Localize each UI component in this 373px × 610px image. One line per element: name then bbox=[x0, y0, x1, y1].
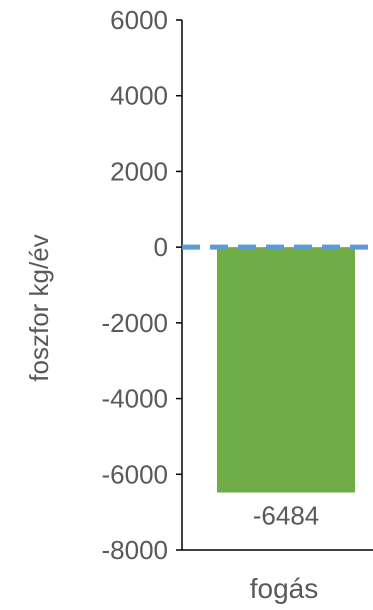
y-ticks: 6000 4000 2000 0 -2000 -4000 -6000 -8000 bbox=[102, 5, 182, 565]
y-tick-label: -6000 bbox=[102, 459, 169, 489]
data-label-box bbox=[213, 492, 359, 535]
y-tick-label: -2000 bbox=[102, 308, 169, 338]
category-labels: fogás bbox=[250, 573, 319, 604]
category-label: fogás bbox=[250, 573, 319, 604]
y-axis-title: foszfor kg/év bbox=[24, 234, 54, 381]
y-tick-label: 4000 bbox=[110, 81, 168, 111]
bars: -6484 bbox=[213, 247, 359, 535]
y-tick-label: -4000 bbox=[102, 384, 169, 414]
bar bbox=[217, 247, 355, 493]
y-tick-label: -8000 bbox=[102, 535, 169, 565]
y-tick-label: 6000 bbox=[110, 5, 168, 35]
y-tick-label: 2000 bbox=[110, 156, 168, 186]
y-tick-label: 0 bbox=[154, 232, 168, 262]
data-label: -6484 bbox=[253, 501, 320, 531]
